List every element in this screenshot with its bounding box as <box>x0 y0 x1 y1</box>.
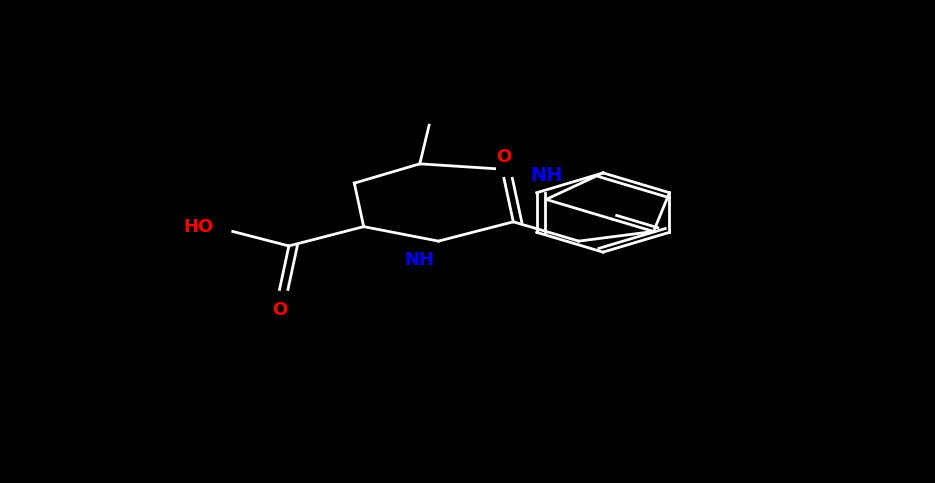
Text: NH: NH <box>530 166 562 185</box>
Text: NH: NH <box>405 251 435 269</box>
Text: HO: HO <box>184 218 214 236</box>
Text: O: O <box>496 148 511 166</box>
Text: O: O <box>272 301 287 319</box>
